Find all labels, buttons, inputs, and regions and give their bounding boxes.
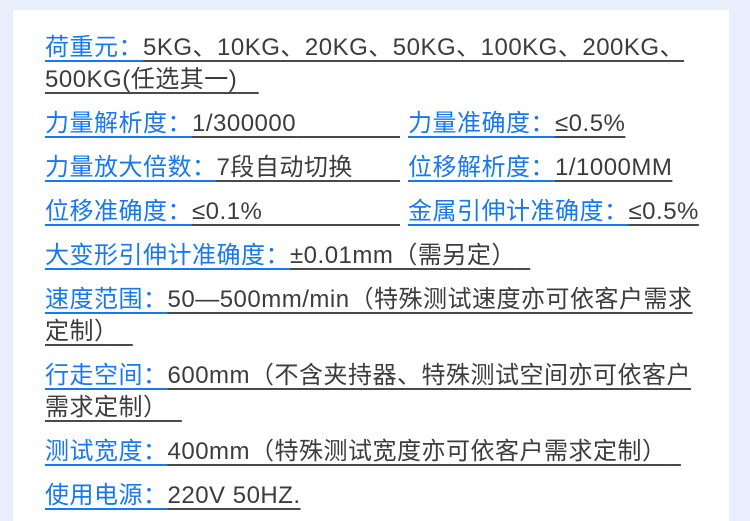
cell-metal-extensometer-accuracy: 金属引伸计准确度：≤0.5% bbox=[408, 196, 699, 228]
spec-value: 220V 50HZ. bbox=[167, 482, 301, 509]
row-force-resolution-accuracy: 力量解析度：1/300000 力量准确度：≤0.5% bbox=[45, 108, 701, 140]
spec-value: 5KG、10KG、20KG、50KG、100KG、200KG、500KG(任选其… bbox=[45, 34, 685, 93]
spec-label: 速度范围： bbox=[45, 286, 168, 313]
cell-displacement-accuracy: 位移准确度：≤0.1% bbox=[45, 196, 400, 228]
spec-label: 位移准确度： bbox=[45, 198, 192, 225]
underline-filler bbox=[262, 198, 400, 225]
spec-value: ≤0.1% bbox=[192, 198, 263, 225]
underline-tail bbox=[237, 66, 259, 93]
row-amplification-displacement-resolution: 力量放大倍数：7段自动切换 位移解析度：1/1000MM bbox=[45, 152, 701, 184]
spec-value: 7段自动切换 bbox=[216, 154, 353, 181]
cell-force-resolution: 力量解析度：1/300000 bbox=[45, 108, 400, 140]
underline-tail bbox=[119, 318, 133, 345]
cell-displacement-resolution: 位移解析度：1/1000MM bbox=[408, 152, 672, 184]
row-load-cell: 荷重元：5KG、10KG、20KG、50KG、100KG、200KG、500KG… bbox=[45, 32, 701, 96]
cell-force-amplification: 力量放大倍数：7段自动切换 bbox=[45, 152, 400, 184]
row-large-deformation-extensometer-accuracy: 大变形引伸计准确度：±0.01mm（需另定） bbox=[45, 240, 701, 272]
spec-label: 力量准确度： bbox=[408, 110, 555, 137]
row-power-supply: 使用电源：220V 50HZ. bbox=[45, 480, 701, 512]
spec-value: 600mm（不含夹持器、特殊测试空间亦可依客户需求定制） bbox=[45, 362, 692, 421]
row-test-width: 测试宽度：400mm（特殊测试宽度亦可依客户需求定制） bbox=[45, 436, 701, 468]
spec-label: 位移解析度： bbox=[408, 154, 555, 181]
spec-value: ±0.01mm（需另定） bbox=[290, 242, 516, 269]
cell-force-accuracy: 力量准确度：≤0.5% bbox=[408, 108, 625, 140]
spec-sheet: 荷重元：5KG、10KG、20KG、50KG、100KG、200KG、500KG… bbox=[13, 10, 729, 521]
row-displacement-metal-extensometer-accuracy: 位移准确度：≤0.1% 金属引伸计准确度：≤0.5% bbox=[45, 196, 701, 228]
underline-tail bbox=[168, 394, 182, 421]
spec-label: 力量放大倍数： bbox=[45, 154, 217, 181]
spec-label: 荷重元： bbox=[45, 34, 143, 61]
spec-value: 50—500mm/min（特殊测试速度亦可依客户需求定制） bbox=[45, 286, 693, 345]
row-travel-space: 行走空间：600mm（不含夹持器、特殊测试空间亦可依客户需求定制） bbox=[45, 360, 701, 424]
row-speed-range: 速度范围：50—500mm/min（特殊测试速度亦可依客户需求定制） bbox=[45, 284, 701, 348]
underline-filler bbox=[353, 154, 400, 181]
underline-tail bbox=[667, 438, 681, 465]
spec-label: 大变形引伸计准确度： bbox=[45, 242, 290, 269]
spec-label: 使用电源： bbox=[45, 482, 168, 509]
underline-filler bbox=[296, 110, 400, 137]
spec-label: 测试宽度： bbox=[45, 438, 168, 465]
spec-value: ≤0.5% bbox=[628, 198, 699, 225]
spec-value: 1/1000MM bbox=[555, 154, 673, 181]
underline-tail bbox=[516, 242, 530, 269]
spec-value: 1/300000 bbox=[192, 110, 297, 137]
spec-label: 力量解析度： bbox=[45, 110, 192, 137]
spec-label: 行走空间： bbox=[45, 362, 168, 389]
spec-value: 400mm（特殊测试宽度亦可依客户需求定制） bbox=[167, 438, 667, 465]
spec-label: 金属引伸计准确度： bbox=[408, 198, 629, 225]
spec-value: ≤0.5% bbox=[555, 110, 626, 137]
